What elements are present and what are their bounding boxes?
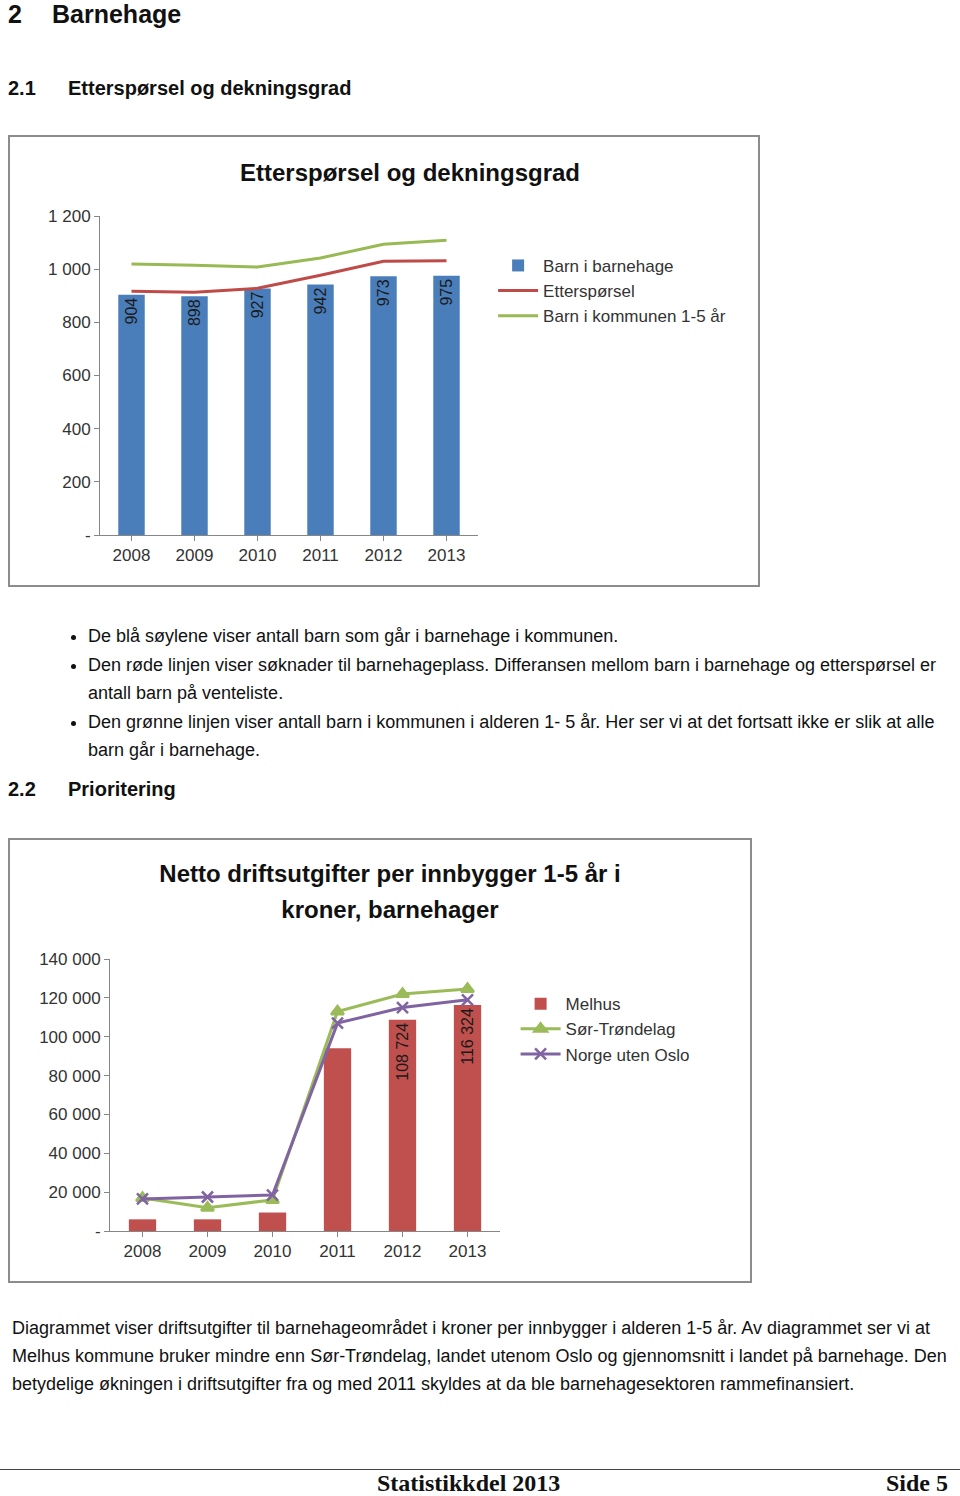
svg-text:200: 200 <box>62 473 90 492</box>
html-text:Barnehage: Barnehage <box>52 0 182 28</box>
svg-text:Sør-Trøndelag: Sør-Trøndelag <box>566 1020 676 1039</box>
svg-text:116 324: 116 324 <box>459 1008 476 1065</box>
svg-text:Melhus: Melhus <box>566 995 621 1014</box>
svg-text:904: 904 <box>123 298 140 325</box>
svg-text:2013: 2013 <box>449 1242 487 1261</box>
svg-text:-: - <box>95 1222 101 1241</box>
svg-text:975: 975 <box>438 279 455 306</box>
svg-text:942: 942 <box>312 288 329 315</box>
svg-text:2010: 2010 <box>254 1242 292 1261</box>
svg-text:100 000: 100 000 <box>39 1028 100 1047</box>
svg-text:40 000: 40 000 <box>49 1144 101 1163</box>
html-text:Netto driftsutgifter per innby: Netto driftsutgifter per innbygger 1-5 å… <box>159 860 621 923</box>
svg-text:2011: 2011 <box>302 546 339 565</box>
svg-text:Norge uten Oslo: Norge uten Oslo <box>566 1046 690 1065</box>
svg-text:2013: 2013 <box>428 546 466 565</box>
svg-text:Etterspørsel: Etterspørsel <box>543 282 635 301</box>
svg-text:140 000: 140 000 <box>39 950 100 969</box>
html-text:Prioritering: Prioritering <box>68 778 176 800</box>
svg-text:800: 800 <box>62 313 90 332</box>
html-text:Statistikkdel 2013: Statistikkdel 2013 <box>377 1470 561 1496</box>
svg-text:2009: 2009 <box>189 1242 227 1261</box>
svg-text:400: 400 <box>62 420 90 439</box>
html-text:Den røde linjen viser søknader: Den røde linjen viser søknader til barne… <box>88 655 937 703</box>
svg-text:108 724: 108 724 <box>394 1023 411 1081</box>
svg-text:898: 898 <box>186 299 203 326</box>
svg-text:2008: 2008 <box>124 1242 162 1261</box>
svg-text:973: 973 <box>375 279 392 306</box>
svg-text:1 000: 1 000 <box>48 260 91 279</box>
svg-text:2009: 2009 <box>176 546 214 565</box>
html-text:De blå søylene viser antall ba: De blå søylene viser antall barn som går… <box>88 626 619 646</box>
svg-text:60 000: 60 000 <box>49 1105 101 1124</box>
html-text:2.1: 2.1 <box>8 77 36 99</box>
svg-text:1 200: 1 200 <box>48 207 91 226</box>
svg-text:80 000: 80 000 <box>49 1067 101 1086</box>
svg-text:927: 927 <box>249 292 266 319</box>
svg-text:Barn i barnehage: Barn i barnehage <box>543 257 673 276</box>
html-text:Etterspørsel og dekningsgrad: Etterspørsel og dekningsgrad <box>68 77 352 99</box>
svg-text:2010: 2010 <box>239 546 277 565</box>
svg-text:2008: 2008 <box>113 546 151 565</box>
html-text:Side 5: Side 5 <box>886 1470 948 1496</box>
html-text:Diagrammet viser driftsutgifte: Diagrammet viser driftsutgifter til barn… <box>12 1318 947 1394</box>
html-text:Den grønne linjen viser antall: Den grønne linjen viser antall barn i ko… <box>88 712 935 760</box>
html-text:2.2: 2.2 <box>8 778 36 800</box>
html-text:2: 2 <box>8 0 22 28</box>
svg-text:2012: 2012 <box>384 1242 422 1261</box>
svg-text:600: 600 <box>62 366 90 385</box>
html-text:Etterspørsel og dekningsgrad: Etterspørsel og dekningsgrad <box>240 159 580 186</box>
svg-text:20 000: 20 000 <box>49 1183 101 1202</box>
svg-text:2012: 2012 <box>365 546 403 565</box>
svg-text:2011: 2011 <box>319 1242 356 1261</box>
svg-text:Barn i kommunen 1-5 år: Barn i kommunen 1-5 år <box>543 307 726 326</box>
svg-text:-: - <box>85 526 91 545</box>
svg-text:120 000: 120 000 <box>39 989 100 1008</box>
